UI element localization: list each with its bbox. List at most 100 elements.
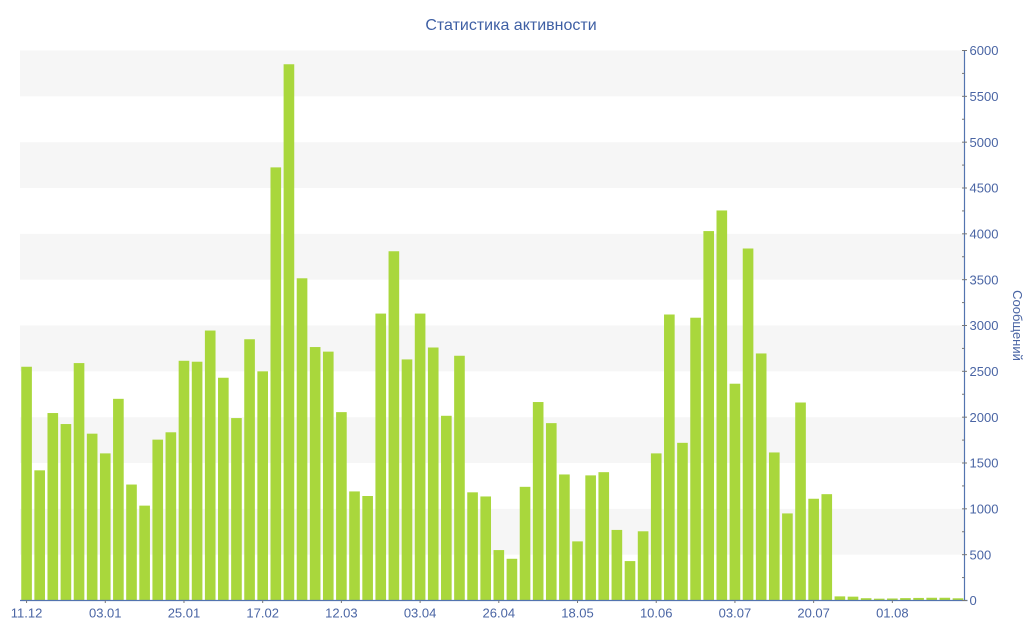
y-axis-label: 5000 <box>970 135 999 150</box>
bar[interactable] <box>204 330 216 601</box>
bar[interactable] <box>913 597 924 601</box>
bar[interactable] <box>624 561 636 601</box>
chart-title: Статистика активности <box>425 17 596 34</box>
bar[interactable] <box>86 433 98 601</box>
x-axis-label: 03.01 <box>89 606 122 621</box>
x-axis-label: 03.07 <box>719 606 752 621</box>
axes <box>20 50 968 603</box>
bar[interactable] <box>113 398 124 601</box>
bar[interactable] <box>664 314 675 601</box>
bar[interactable] <box>257 371 268 601</box>
bar[interactable] <box>296 278 308 601</box>
bar[interactable] <box>755 353 767 601</box>
bar[interactable] <box>427 347 439 601</box>
bars-series <box>21 64 964 601</box>
y-axis-label: 2000 <box>970 410 999 425</box>
bar[interactable] <box>231 418 242 601</box>
grid-band <box>20 508 965 555</box>
y-axis-label: 0 <box>970 593 977 608</box>
y-axis-label: 4000 <box>970 226 999 241</box>
bar[interactable] <box>336 412 347 601</box>
bar[interactable] <box>650 453 662 601</box>
bar[interactable] <box>388 251 400 601</box>
bar[interactable] <box>690 317 701 601</box>
bar[interactable] <box>349 491 360 601</box>
bar[interactable] <box>454 355 465 601</box>
bar[interactable] <box>165 432 177 601</box>
bar[interactable] <box>939 597 951 601</box>
bar[interactable] <box>585 475 596 601</box>
bar[interactable] <box>926 597 938 601</box>
x-axis-label: 01.08 <box>876 606 909 621</box>
bar[interactable] <box>782 513 793 601</box>
bar[interactable] <box>283 64 295 601</box>
bar[interactable] <box>729 383 741 601</box>
y-axis-label: 500 <box>970 547 992 562</box>
bar[interactable] <box>375 313 387 601</box>
bar[interactable] <box>952 598 964 601</box>
bar[interactable] <box>414 313 426 601</box>
y-axis-label: 1500 <box>970 456 999 471</box>
bar[interactable] <box>401 359 413 601</box>
x-axis-label: 10.06 <box>640 606 673 621</box>
bar[interactable] <box>519 486 531 601</box>
bar[interactable] <box>742 248 754 601</box>
bar[interactable] <box>99 453 111 601</box>
bar[interactable] <box>244 339 255 601</box>
bar[interactable] <box>677 442 688 601</box>
bar[interactable] <box>873 598 885 601</box>
bar[interactable] <box>506 558 518 601</box>
bar[interactable] <box>270 167 282 601</box>
bar[interactable] <box>441 415 452 601</box>
grid-band <box>20 325 965 372</box>
bar[interactable] <box>493 550 505 601</box>
y-axis-label: 1000 <box>970 501 999 516</box>
bar[interactable] <box>598 472 610 601</box>
bar[interactable] <box>808 498 819 601</box>
grid-band <box>20 142 965 188</box>
x-axis-label: 17.02 <box>246 606 279 621</box>
bar[interactable] <box>480 496 492 601</box>
y-axis-label: 6000 <box>970 43 999 58</box>
bar[interactable] <box>178 360 190 601</box>
y-axis-label: 3000 <box>970 318 999 333</box>
bar[interactable] <box>60 424 72 601</box>
bar[interactable] <box>34 470 45 601</box>
bar[interactable] <box>467 492 478 601</box>
bar[interactable] <box>21 366 32 601</box>
bar[interactable] <box>900 598 911 601</box>
bar[interactable] <box>768 452 780 601</box>
bar[interactable] <box>152 439 164 601</box>
bar[interactable] <box>139 505 150 601</box>
bar[interactable] <box>703 231 715 601</box>
bar[interactable] <box>637 531 649 601</box>
bar[interactable] <box>572 541 583 601</box>
y-axis-label: 3500 <box>970 272 999 287</box>
bar[interactable] <box>795 402 806 601</box>
grid-band <box>20 417 965 463</box>
bar[interactable] <box>191 361 203 601</box>
bar[interactable] <box>532 402 544 601</box>
bar[interactable] <box>73 363 85 601</box>
y-axis-title: Сообщений <box>1010 290 1024 361</box>
bar[interactable] <box>309 347 321 601</box>
grid-band <box>20 50 965 97</box>
bar[interactable] <box>887 598 898 601</box>
bar[interactable] <box>322 351 334 601</box>
bar[interactable] <box>834 596 846 601</box>
bar[interactable] <box>860 598 872 601</box>
bar[interactable] <box>847 596 859 601</box>
grid-band <box>20 233 965 280</box>
bar[interactable] <box>716 210 728 601</box>
bar[interactable] <box>611 529 623 601</box>
y-axis-label: 2500 <box>970 364 999 379</box>
bar[interactable] <box>362 496 373 601</box>
bar[interactable] <box>821 494 833 601</box>
x-axis-label: 03.04 <box>404 606 437 621</box>
bar[interactable] <box>47 413 59 601</box>
x-axis-label: 12.03 <box>325 606 358 621</box>
bar[interactable] <box>218 377 229 601</box>
bar[interactable] <box>126 484 137 601</box>
bar[interactable] <box>559 474 570 601</box>
bar[interactable] <box>545 423 557 601</box>
